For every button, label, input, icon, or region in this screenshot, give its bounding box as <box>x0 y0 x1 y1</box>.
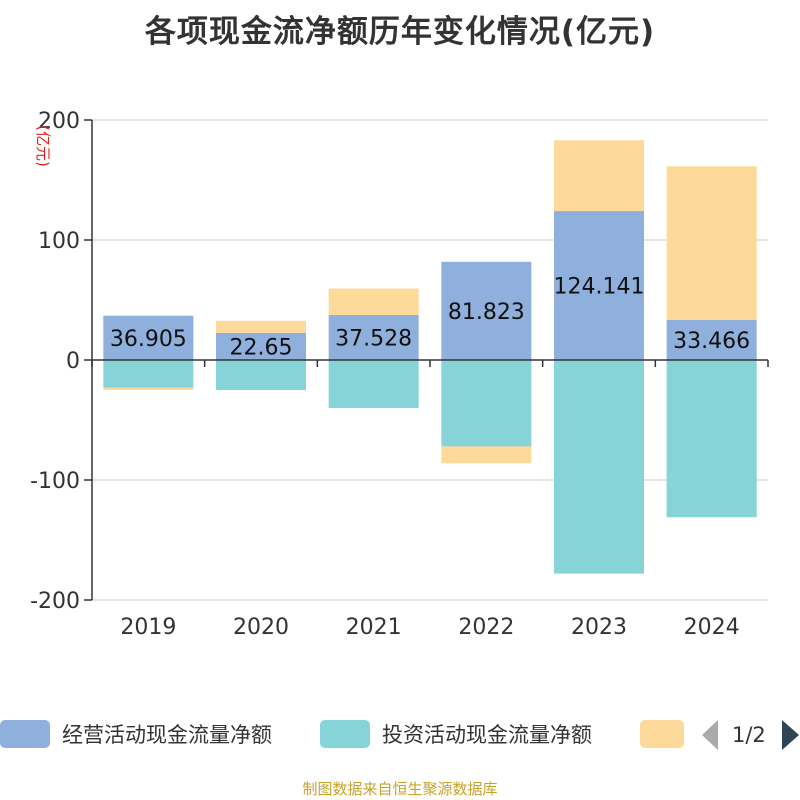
x-tick-label: 2020 <box>233 615 289 640</box>
data-label-2019: 36.905 <box>110 327 187 352</box>
legend-next-page-icon[interactable] <box>782 720 799 750</box>
y-axis-unit-label: (亿元) <box>34 125 52 167</box>
legend-label-investing[interactable]: 投资活动现金流量净额 <box>382 723 592 747</box>
data-label-2021: 37.528 <box>335 326 412 351</box>
y-tick-label: 0 <box>66 349 80 374</box>
bar-series2-2020[interactable] <box>216 320 306 333</box>
bar-series2-2023[interactable] <box>554 140 644 212</box>
legend-swatch-financing[interactable] <box>640 720 684 748</box>
x-tick-label: 2024 <box>684 615 740 640</box>
axes: -200 -100 0 100 200 2019 2020 2021 2022 2023 2024 <box>30 109 769 640</box>
legend-page-indicator: 1/2 <box>732 723 766 747</box>
bar-series0-2022[interactable] <box>441 261 532 360</box>
bar-series1-2019[interactable] <box>103 360 194 388</box>
bar-series2-2024[interactable] <box>666 166 757 320</box>
data-label-2022: 81.823 <box>448 300 525 325</box>
legend-label-operating[interactable]: 经营活动现金流量净额 <box>62 723 272 747</box>
bar-series0-2021[interactable] <box>328 314 419 360</box>
x-tick-label: 2021 <box>346 615 402 640</box>
data-label-2024: 33.466 <box>673 329 750 354</box>
x-tick-label: 2022 <box>458 615 514 640</box>
legend-prev-page-icon[interactable] <box>702 720 718 750</box>
y-tick-label: -100 <box>30 469 80 494</box>
data-labels: 36.905 22.65 37.528 81.823 124.141 33.466 <box>110 275 750 361</box>
legend: 经营活动现金流量净额 投资活动现金流量净额 1/2 <box>0 720 799 750</box>
bar-series1-2024[interactable] <box>666 360 757 518</box>
footer-source-note: 制图数据来自恒生聚源数据库 <box>302 780 498 798</box>
bar-series0-2020[interactable] <box>216 332 306 360</box>
bar-series1-2021[interactable] <box>328 360 419 408</box>
x-tick-label: 2019 <box>120 615 176 640</box>
bar-series0-2024[interactable] <box>666 319 757 360</box>
bar-series1-2022[interactable] <box>441 360 532 447</box>
legend-swatch-investing[interactable] <box>320 720 370 748</box>
y-tick-label: 200 <box>38 109 80 134</box>
bar-series2-2021[interactable] <box>328 288 419 315</box>
bar-series1-2023[interactable] <box>554 360 644 574</box>
y-tick-label: -200 <box>30 589 80 614</box>
legend-swatch-operating[interactable] <box>0 720 50 748</box>
bars <box>103 140 757 574</box>
bar-series2-2019[interactable] <box>103 387 194 390</box>
y-tick-label: 100 <box>38 229 80 254</box>
bar-series0-2023[interactable] <box>554 211 644 360</box>
bar-series0-2019[interactable] <box>103 315 194 360</box>
x-tick-label: 2023 <box>571 615 627 640</box>
bar-series1-2020[interactable] <box>216 360 306 390</box>
chart-title: 各项现金流净额历年变化情况(亿元) <box>144 14 656 50</box>
data-label-2020: 22.65 <box>230 335 293 360</box>
bar-series2-2022[interactable] <box>441 446 532 464</box>
data-label-2023: 124.141 <box>554 275 645 300</box>
